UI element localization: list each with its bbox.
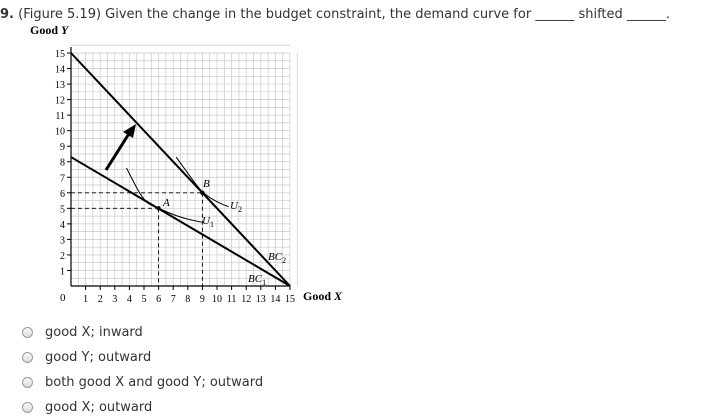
point-a xyxy=(156,206,161,211)
y-tick-label: 5 xyxy=(60,204,65,215)
x-tick-label: 2 xyxy=(98,294,103,305)
y-tick-label: 15 xyxy=(55,49,65,60)
x-tick-label: 4 xyxy=(127,294,132,305)
x-tick-label: 1 xyxy=(83,294,88,305)
y-tick-label: 12 xyxy=(55,96,65,107)
chart-axes xyxy=(70,47,290,287)
y-tick-label: 13 xyxy=(55,80,65,91)
answer-options: good X; inward good Y; outward both good… xyxy=(22,320,263,420)
x-tick-label: 8 xyxy=(185,294,190,305)
x-tick-label: 13 xyxy=(256,294,266,305)
series-bc2 xyxy=(70,52,291,287)
radio-button[interactable] xyxy=(22,352,33,363)
chart-series xyxy=(70,52,291,287)
bc2-label: BC2 xyxy=(268,251,286,265)
y-tick-label: 9 xyxy=(60,142,65,153)
y-axis-label: Good Y xyxy=(30,23,70,37)
question-text: 9. (Figure 5.19) Given the change in the… xyxy=(0,6,711,24)
y-tick-label: 14 xyxy=(55,65,65,76)
y-tick-label: 7 xyxy=(60,173,65,184)
x-tick-label: 12 xyxy=(241,294,251,305)
shift-arrow xyxy=(104,124,136,171)
question-stem-middle: shifted xyxy=(578,7,623,22)
option-good-x-inward[interactable]: good X; inward xyxy=(22,320,263,345)
option-label: good Y; outward xyxy=(45,350,152,365)
x-tick-label: 10 xyxy=(212,294,222,305)
y-tick-label: 2 xyxy=(60,251,65,262)
y-tick-label: 3 xyxy=(60,235,65,246)
bc1-label: BC1 xyxy=(248,273,266,287)
radio-button[interactable] xyxy=(22,402,33,413)
option-label: good X; outward xyxy=(45,400,153,415)
y-tick-label: 6 xyxy=(60,189,65,200)
option-good-x-outward[interactable]: good X; outward xyxy=(22,395,263,420)
y-tick-label: 10 xyxy=(55,127,65,138)
origin-label: 0 xyxy=(60,292,66,304)
x-tick-label: 7 xyxy=(171,294,176,305)
u1-label: U1 xyxy=(202,215,214,229)
y-tick-label: 4 xyxy=(60,220,65,231)
x-tick-label: 5 xyxy=(142,294,147,305)
point-a-label: A xyxy=(162,197,170,209)
option-label: both good X and good Y; outward xyxy=(45,375,264,390)
question-end: . xyxy=(665,7,671,22)
x-tick-label: 9 xyxy=(200,294,205,305)
budget-constraint-figure: 15 14 13 12 11 10 9 8 7 6 5 4 3 2 1 1 2 3 4 5 6 7 8 9 10 11 12 13 14… xyxy=(20,22,355,312)
u2-label: U2 xyxy=(230,200,242,214)
point-b-label: B xyxy=(203,178,210,190)
chart-grid xyxy=(71,44,298,286)
point-b xyxy=(200,190,205,195)
y-tick-label: 11 xyxy=(55,111,65,122)
x-tick-label: 11 xyxy=(227,294,237,305)
x-tick-label: 15 xyxy=(285,294,295,305)
question-number: 9. xyxy=(0,7,14,22)
series-u1 xyxy=(126,167,203,223)
option-both-outward[interactable]: both good X and good Y; outward xyxy=(22,370,263,395)
x-axis-label: Good X xyxy=(303,289,343,303)
series-bc1 xyxy=(70,156,291,287)
y-tick-label: 8 xyxy=(60,158,65,169)
answer-blank-1: ______ xyxy=(535,7,575,22)
y-tick-label: 1 xyxy=(60,266,65,277)
projection-lines xyxy=(71,192,203,286)
x-tick-label: 6 xyxy=(156,294,161,305)
option-good-y-outward[interactable]: good Y; outward xyxy=(22,345,263,370)
radio-button[interactable] xyxy=(22,377,33,388)
option-label: good X; inward xyxy=(45,325,143,340)
radio-button[interactable] xyxy=(22,327,33,338)
question-stem: (Figure 5.19) Given the change in the bu… xyxy=(18,7,532,22)
series-u2 xyxy=(175,156,229,208)
x-tick-label: 3 xyxy=(112,294,117,305)
x-tick-label: 14 xyxy=(270,294,280,305)
answer-blank-2: ______ xyxy=(626,7,666,22)
